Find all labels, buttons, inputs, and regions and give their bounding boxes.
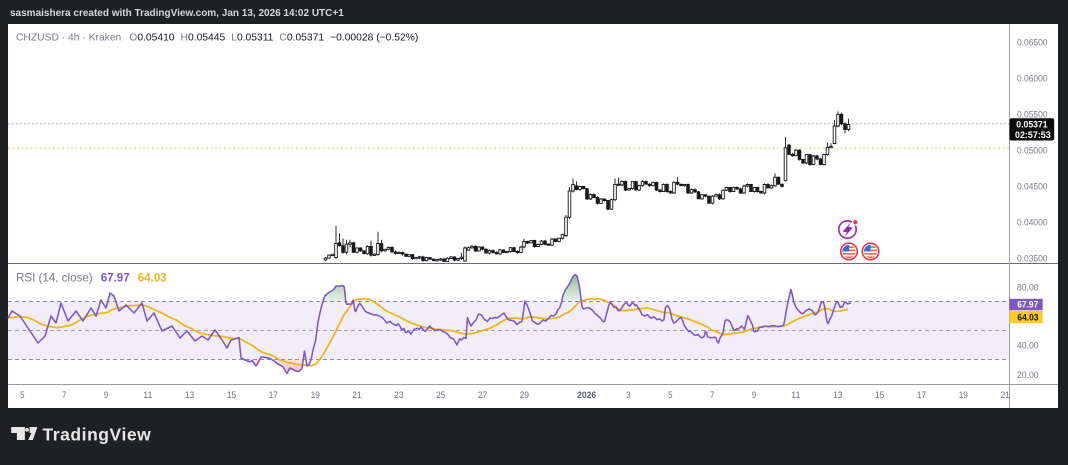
svg-text:2026: 2026 bbox=[577, 390, 596, 401]
svg-text:11: 11 bbox=[791, 390, 800, 401]
svg-text:29: 29 bbox=[520, 390, 529, 401]
svg-text:13: 13 bbox=[185, 390, 194, 401]
svg-text:17: 17 bbox=[269, 390, 278, 401]
svg-text:0.05500: 0.05500 bbox=[1017, 110, 1048, 121]
svg-text:80.00: 80.00 bbox=[1017, 283, 1039, 294]
svg-text:20.00: 20.00 bbox=[1017, 370, 1039, 381]
svg-text:7: 7 bbox=[710, 390, 714, 401]
svg-text:02:57:53: 02:57:53 bbox=[1015, 130, 1051, 141]
svg-text:67.97: 67.97 bbox=[1017, 300, 1038, 311]
svg-text:64.03: 64.03 bbox=[1017, 312, 1038, 323]
svg-text:19: 19 bbox=[311, 390, 320, 401]
svg-text:13: 13 bbox=[833, 390, 842, 401]
svg-text:40.00: 40.00 bbox=[1017, 341, 1039, 352]
svg-text:0.03500: 0.03500 bbox=[1017, 254, 1048, 265]
svg-text:5: 5 bbox=[20, 390, 24, 401]
svg-text:sasmaishera created with Tradi: sasmaishera created with TradingView.com… bbox=[10, 8, 344, 19]
svg-text:15: 15 bbox=[875, 390, 884, 401]
svg-text:21: 21 bbox=[352, 390, 361, 401]
svg-text:11: 11 bbox=[143, 390, 152, 401]
svg-text:9: 9 bbox=[752, 390, 756, 401]
svg-text:7: 7 bbox=[62, 390, 66, 401]
svg-text:TradingView: TradingView bbox=[43, 425, 152, 445]
svg-text:17: 17 bbox=[917, 390, 926, 401]
svg-text:25: 25 bbox=[436, 390, 445, 401]
svg-text:0.04000: 0.04000 bbox=[1017, 218, 1048, 229]
svg-text:3: 3 bbox=[626, 390, 630, 401]
svg-text:0.04500: 0.04500 bbox=[1017, 182, 1048, 193]
svg-text:0.05371: 0.05371 bbox=[1016, 120, 1048, 131]
svg-text:21: 21 bbox=[1001, 390, 1010, 401]
svg-text:19: 19 bbox=[959, 390, 968, 401]
svg-text:0.06500: 0.06500 bbox=[1017, 38, 1048, 49]
svg-text:5: 5 bbox=[668, 390, 672, 401]
svg-text:0.05000: 0.05000 bbox=[1017, 146, 1048, 157]
svg-text:0.06000: 0.06000 bbox=[1017, 74, 1048, 85]
svg-text:15: 15 bbox=[227, 390, 236, 401]
svg-text:9: 9 bbox=[104, 390, 108, 401]
svg-text:23: 23 bbox=[394, 390, 403, 401]
svg-text:27: 27 bbox=[478, 390, 487, 401]
